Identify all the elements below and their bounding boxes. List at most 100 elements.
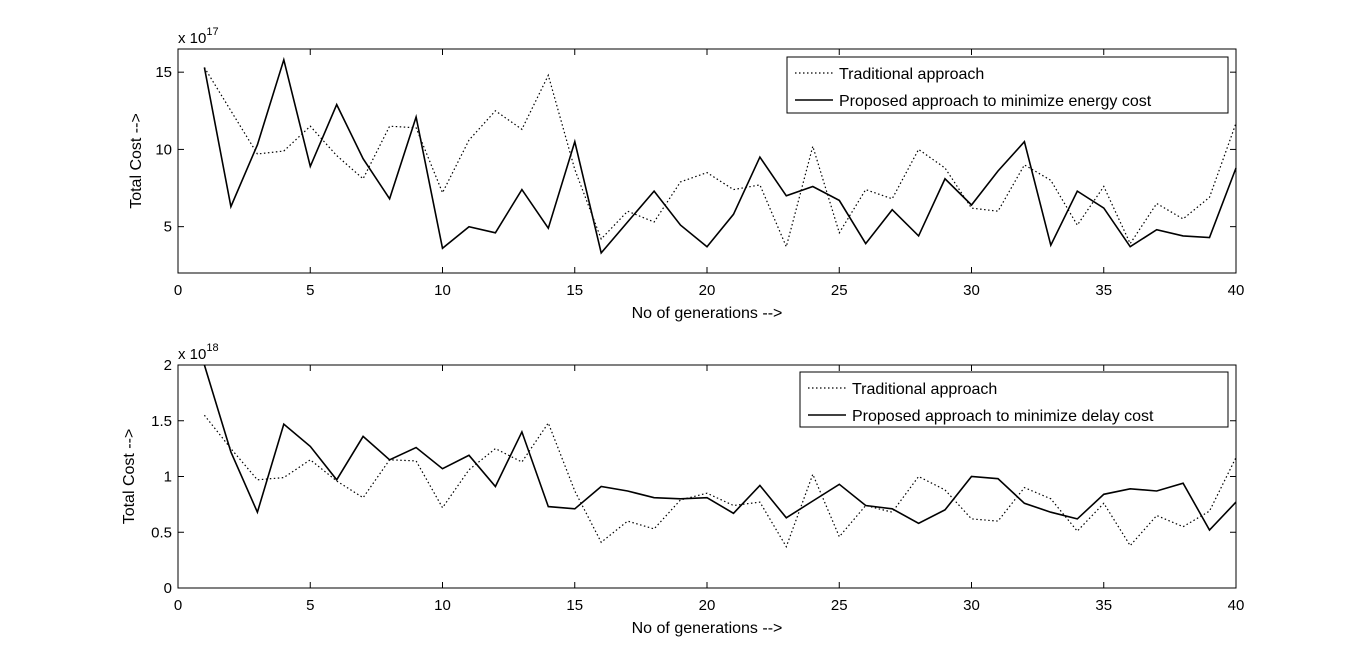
series-1-point — [654, 528, 655, 529]
series-1-point — [415, 127, 416, 128]
series-1-point — [944, 489, 945, 490]
x-tick-label: 40 — [1228, 282, 1245, 299]
series-1-point — [706, 493, 707, 494]
series-2-point — [1077, 518, 1078, 519]
x-tick-label: 5 — [306, 282, 314, 299]
series-1-point — [363, 497, 364, 498]
series-2-point — [706, 497, 707, 498]
series-2-point — [415, 116, 416, 117]
series-2-point — [1183, 483, 1184, 484]
series-1-point — [997, 521, 998, 522]
series-1-point — [574, 490, 575, 491]
chart-panel-1: 0 5 10 15 20 25 30 35 40 5 10 15 x 1017 No of generat… — [128, 26, 1244, 322]
series-1-point — [812, 474, 813, 475]
series-2-point — [548, 228, 549, 229]
series-1-point — [1183, 526, 1184, 527]
series-2-point — [1235, 502, 1236, 503]
series-2-point — [997, 170, 998, 171]
series-1-point — [601, 542, 602, 543]
series-2-point — [680, 498, 681, 499]
series-2-point — [1156, 229, 1157, 230]
series-line-1 — [203, 67, 1237, 249]
y-tick-label: 5 — [164, 219, 172, 236]
x-tick-label: 35 — [1095, 597, 1112, 614]
series-2-point — [918, 523, 919, 524]
series-1-point — [521, 461, 522, 462]
y-exponent: x 1017 — [178, 26, 219, 47]
series-2-point — [1103, 208, 1104, 209]
series-2-point — [283, 59, 284, 60]
y-tick-label: 0 — [164, 580, 172, 597]
series-2-point — [230, 206, 231, 207]
series-2-point — [363, 436, 364, 437]
series-1-point — [1077, 225, 1078, 226]
series-2-point — [627, 490, 628, 491]
y-tick-label: 1.5 — [151, 413, 172, 430]
series-1-point — [918, 476, 919, 477]
x-tick-label: 20 — [699, 282, 716, 299]
series-2-point — [1024, 503, 1025, 504]
series-1-point — [786, 546, 787, 547]
x-tick-label: 10 — [434, 597, 451, 614]
y-tick-label: 10 — [155, 141, 172, 158]
series-line-2 — [203, 364, 1237, 532]
series-2-point — [204, 364, 205, 365]
series-2-point — [1050, 245, 1051, 246]
series-2-point — [706, 246, 707, 247]
series-1-point — [1130, 545, 1131, 546]
x-tick-label: 30 — [963, 282, 980, 299]
legend: Traditional approach Proposed approach to… — [786, 56, 1229, 114]
y-tick-label: 1 — [164, 469, 172, 486]
x-tick-label: 15 — [566, 282, 583, 299]
series-2-point — [892, 508, 893, 509]
series-1-point — [310, 126, 311, 127]
series-1-point — [257, 153, 258, 154]
series-1-point — [468, 469, 469, 470]
series-2-point — [310, 446, 311, 447]
x-tick-label: 15 — [566, 597, 583, 614]
legend-box — [786, 56, 1229, 114]
series-2-point — [548, 506, 549, 507]
series-2-point — [812, 186, 813, 187]
series-1-point — [971, 518, 972, 519]
series-1-point — [1130, 243, 1131, 244]
legend-label-1: Traditional approach — [852, 381, 997, 398]
series-1-point — [283, 477, 284, 478]
series-2-point — [257, 512, 258, 513]
series-2-point — [363, 158, 364, 159]
series-1-point — [1235, 457, 1236, 458]
y-axis-label: Total Cost --> — [128, 113, 145, 209]
series-2-point — [997, 478, 998, 479]
x-tick-label: 40 — [1228, 597, 1245, 614]
series-1-point — [283, 150, 284, 151]
series-2-point — [495, 486, 496, 487]
series-1-point — [627, 521, 628, 522]
series-2-point — [468, 226, 469, 227]
x-tick-label: 25 — [831, 597, 848, 614]
series-2-point — [442, 248, 443, 249]
series-2-point — [865, 243, 866, 244]
legend-label-2: Proposed approach to minimize delay cost — [852, 408, 1154, 425]
chart-panel-2: 0 5 10 15 20 25 30 35 40 0 0.5 1 1.5 2 x 1018 No of gen… — [121, 342, 1244, 637]
y-axis-label: Total Cost --> — [121, 429, 138, 525]
x-tick-label: 30 — [963, 597, 980, 614]
series-2-point — [865, 505, 866, 506]
y-exponent-power: 18 — [206, 342, 218, 354]
series-2-point — [1024, 141, 1025, 142]
y-exponent-power: 17 — [206, 26, 218, 38]
y-tick-label: 2 — [164, 357, 172, 374]
series-2-point — [574, 508, 575, 509]
series-1-point — [971, 208, 972, 209]
series-2-point — [1156, 490, 1157, 491]
series-1-point — [997, 211, 998, 212]
series-2-point — [733, 214, 734, 215]
series-line-2 — [203, 56, 1237, 255]
series-1-point — [1235, 123, 1236, 124]
series-1-point — [257, 479, 258, 480]
series-2-point — [759, 485, 760, 486]
series-1-point — [892, 198, 893, 199]
series-2-point — [759, 157, 760, 158]
x-axis-label: No of generations --> — [632, 305, 783, 322]
x-axis-label: No of generations --> — [632, 620, 783, 637]
y-exponent-base: x 10 — [178, 30, 206, 47]
